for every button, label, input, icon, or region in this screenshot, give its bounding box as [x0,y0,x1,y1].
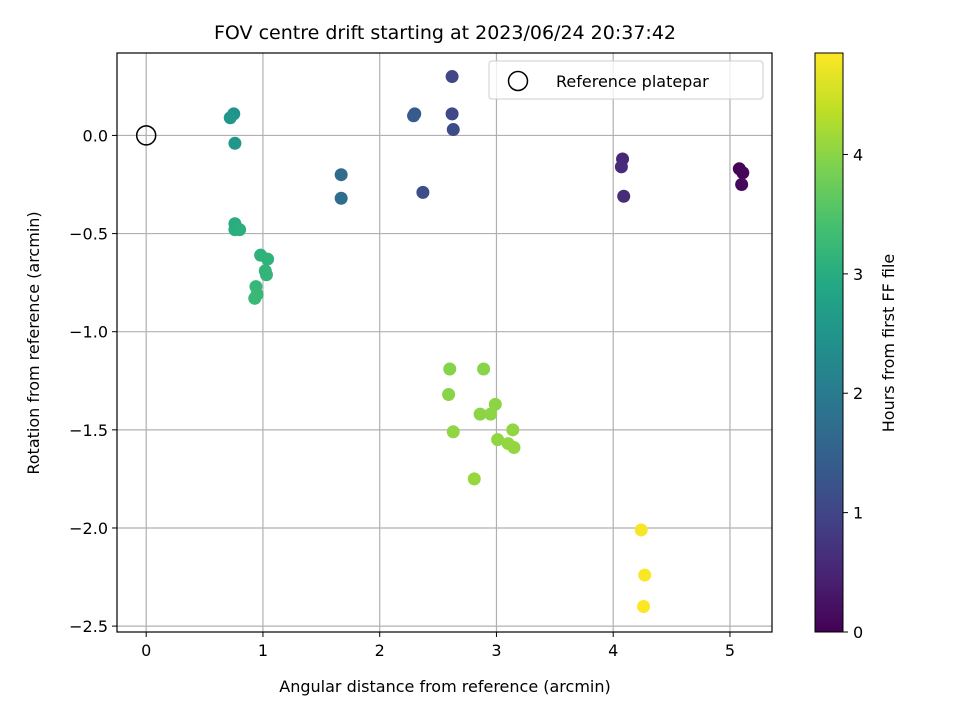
colorbar-tick-label: 2 [853,384,863,403]
data-point [617,189,631,203]
colorbar-tick-label: 4 [853,145,863,164]
legend-label: Reference platepar [556,72,709,91]
data-point [261,252,275,266]
y-tick-label: 0.0 [83,126,108,145]
x-axis-label: Angular distance from reference (arcmin) [279,677,610,696]
data-point [736,166,750,180]
data-point [446,123,460,137]
data-point [634,523,648,537]
y-tick-label: −1.0 [69,323,108,342]
grid-lines [117,53,772,632]
data-point [416,185,430,199]
y-tick-label: −1.5 [69,421,108,440]
data-point [407,109,421,123]
colorbar-tick-label: 1 [853,504,863,523]
x-tick-label: 0 [141,641,151,660]
data-point [473,407,487,421]
data-point [637,599,651,613]
data-point [506,423,520,437]
data-point [443,362,457,376]
y-tick-label: −0.5 [69,225,108,244]
data-point [614,160,628,174]
data-point [446,425,460,439]
data-point [445,70,459,84]
data-point [228,136,242,150]
data-point [233,223,247,237]
data-point [445,107,459,121]
data-point [442,388,456,402]
axis-ticks: 0 1 2 3 4 5 0.0 −0.5 −1.0 −1.5 −2.0 −2.5 [69,126,735,660]
y-axis-label: Rotation from reference (arcmin) [24,211,43,474]
colorbar-tick-label: 0 [853,623,863,642]
data-point [638,568,652,582]
chart-title: FOV centre drift starting at 2023/06/24 … [214,22,676,44]
data-point [507,441,521,455]
legend-box [488,60,764,100]
data-point [477,362,491,376]
y-tick-label: −2.5 [69,617,108,636]
data-point [223,111,237,125]
data-point [488,397,502,411]
x-tick-label: 3 [491,641,501,660]
x-tick-label: 1 [258,641,268,660]
data-point [334,191,348,205]
colorbar-gradient [814,52,844,633]
data-point [467,472,481,486]
data-points [223,70,750,613]
legend-marker-icon [507,70,529,92]
data-point [259,268,273,282]
data-point [491,433,505,447]
colorbar-label: Hours from first FF file [879,254,898,433]
data-point [248,291,262,305]
y-tick-label: −2.0 [69,519,108,538]
x-tick-label: 4 [608,641,618,660]
data-point [334,168,348,182]
reference-platepar-marker [135,125,157,146]
data-point [735,178,749,192]
plot-frame [116,52,773,633]
x-tick-label: 5 [725,641,735,660]
data-point [484,407,498,421]
legend: Reference platepar [488,60,764,100]
x-tick-label: 2 [375,641,385,660]
colorbar-ticks: 0 1 2 3 4 [843,145,863,642]
colorbar-tick-label: 3 [853,265,863,284]
colorbar: 0 1 2 3 4 Hours from first FF file [814,52,898,642]
